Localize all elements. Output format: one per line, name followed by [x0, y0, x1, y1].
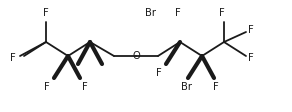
Text: F: F [43, 8, 49, 18]
Text: Br: Br [180, 82, 192, 92]
Text: F: F [213, 82, 219, 92]
Text: O: O [132, 51, 140, 61]
Text: F: F [82, 82, 88, 92]
Text: Br: Br [145, 8, 156, 18]
Text: F: F [219, 8, 225, 18]
Text: F: F [44, 82, 50, 92]
Text: F: F [248, 53, 254, 63]
Text: F: F [10, 53, 16, 63]
Text: F: F [156, 68, 162, 78]
Text: F: F [248, 25, 254, 35]
Text: F: F [175, 8, 181, 18]
